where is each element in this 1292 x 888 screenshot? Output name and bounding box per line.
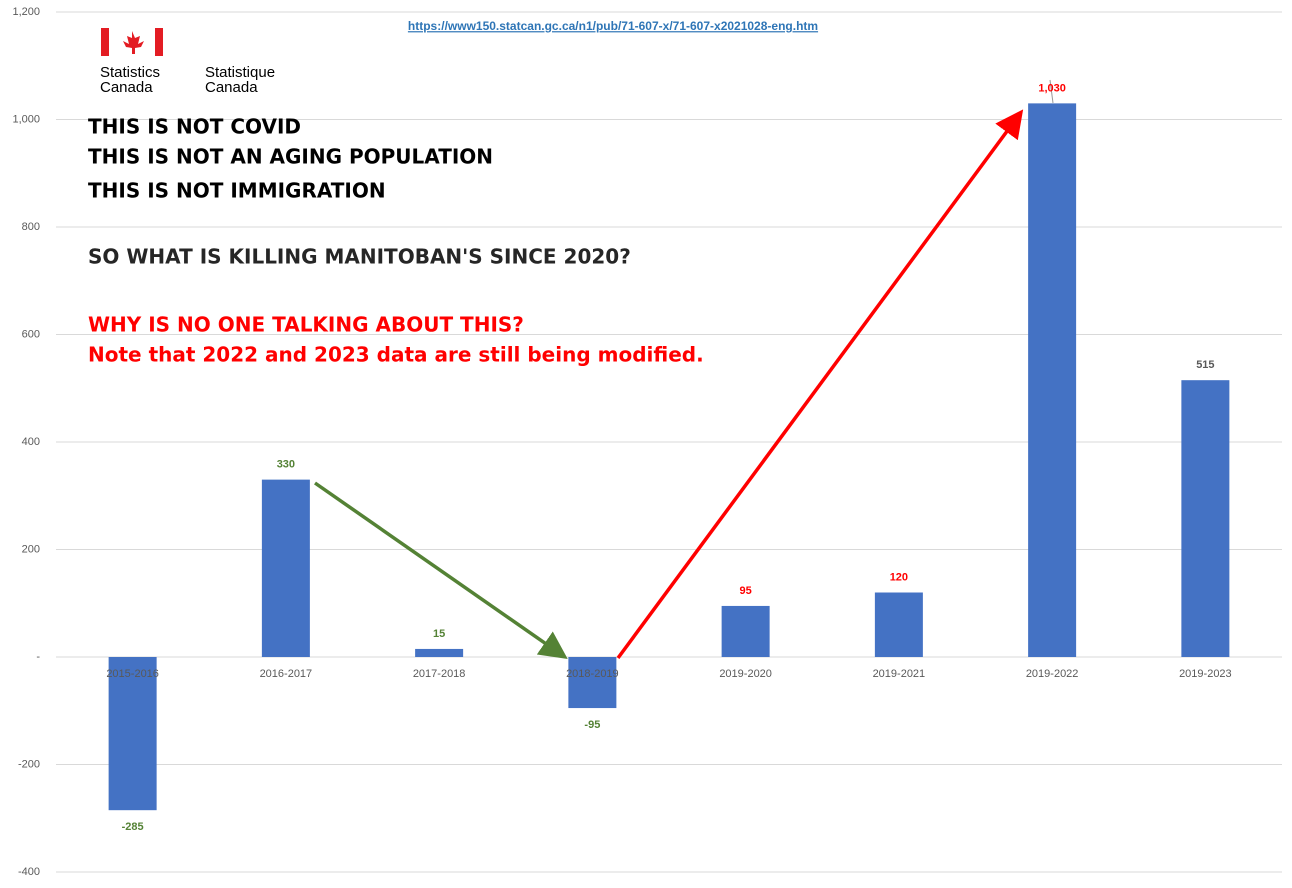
data-label: -95 [584, 719, 600, 731]
y-tick-label: 800 [22, 221, 40, 233]
annotation: SO WHAT IS KILLING MANITOBAN'S SINCE 202… [88, 245, 631, 269]
data-label: -285 [122, 821, 144, 833]
data-label: 330 [277, 459, 295, 471]
annotation: THIS IS NOT IMMIGRATION [88, 179, 386, 203]
x-tick-label: 2015-2016 [106, 668, 159, 680]
logo-text: Canada [205, 79, 258, 96]
y-tick-label: 600 [22, 328, 40, 340]
leader-line [1049, 79, 1054, 104]
data-label: 120 [890, 571, 908, 583]
bar [415, 648, 464, 657]
x-tick-label: 2018-2019 [566, 668, 619, 680]
x-tick-label: 2019-2021 [873, 668, 926, 680]
y-tick-label: 200 [22, 543, 40, 555]
annotation: THIS IS NOT COVID [88, 115, 301, 139]
bar [1028, 103, 1077, 657]
maple-leaf [123, 31, 144, 54]
data-label: 515 [1196, 359, 1214, 371]
logo-text: Statistics [100, 64, 160, 81]
x-tick-label: 2019-2023 [1179, 668, 1232, 680]
green-arrow [313, 481, 568, 660]
flag-right [155, 28, 163, 56]
y-tick-label: 400 [22, 436, 40, 448]
y-tick-label: -400 [18, 866, 40, 878]
x-tick-label: 2016-2017 [260, 668, 313, 680]
bar [721, 605, 770, 657]
bar [261, 479, 310, 657]
data-label: 95 [740, 585, 752, 597]
data-label: 15 [433, 628, 445, 640]
data-label: 1,030 [1038, 82, 1066, 94]
annotation: Note that 2022 and 2023 data are still b… [88, 343, 704, 367]
logo: Statistics Canada Statistique Canada [100, 28, 275, 96]
x-tick-label: 2019-2020 [719, 668, 772, 680]
flag-left [101, 28, 109, 56]
x-tick-label: 2019-2022 [1026, 668, 1079, 680]
y-tick-label: - [36, 651, 40, 663]
logo-text: Statistique [205, 64, 275, 81]
bar [874, 592, 923, 657]
x-tick-label: 2017-2018 [413, 668, 466, 680]
annotation: THIS IS NOT AN AGING POPULATION [88, 145, 493, 169]
annotation: WHY IS NO ONE TALKING ABOUT THIS? [88, 313, 524, 337]
logo-text: Canada [100, 79, 153, 96]
red-arrow [616, 109, 1024, 660]
source-link[interactable]: https://www150.statcan.gc.ca/n1/pub/71-6… [408, 19, 818, 33]
y-tick-label: 1,200 [12, 6, 40, 18]
y-tick-label: 1,000 [12, 113, 40, 125]
bar [1181, 380, 1230, 657]
y-tick-label: -200 [18, 758, 40, 770]
bar [108, 657, 157, 811]
bar [568, 657, 617, 709]
